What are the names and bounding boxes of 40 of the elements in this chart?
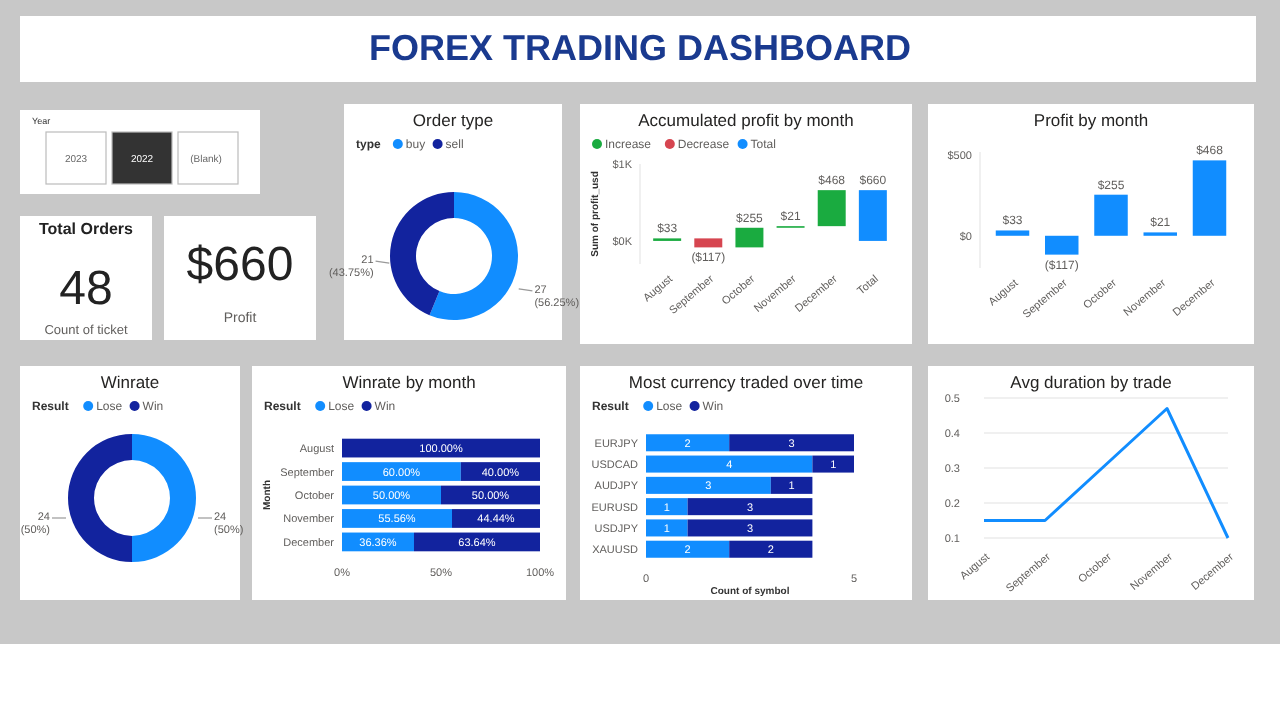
- text: FOREX TRADING DASHBOARD: [368, 28, 912, 68]
- bar: [729, 434, 854, 452]
- text: $660: [186, 238, 294, 292]
- chart-title: Winrate by month: [342, 372, 477, 392]
- bar: [342, 462, 461, 481]
- bar: [770, 476, 813, 494]
- bar: [1045, 235, 1079, 255]
- chart-title: Accumulated profit by month: [638, 110, 855, 130]
- line-series: [982, 407, 1230, 540]
- bar: [646, 476, 771, 494]
- bar: [646, 540, 730, 558]
- bar: [646, 519, 688, 537]
- bar: [735, 227, 764, 248]
- bar: [452, 509, 540, 528]
- bar: [858, 190, 887, 241]
- bar: [817, 190, 846, 227]
- bar: [812, 455, 854, 473]
- chart-title: Order type: [412, 110, 494, 130]
- donut-slice: [132, 434, 196, 562]
- bar: [1192, 160, 1227, 236]
- donut-slice: [390, 192, 454, 316]
- bar: [342, 509, 453, 528]
- bar: [729, 540, 813, 558]
- bar: [995, 230, 1030, 236]
- bar: [1094, 194, 1128, 236]
- text: Total Orders: [39, 220, 135, 238]
- bar: [687, 519, 813, 537]
- bar: [694, 238, 723, 248]
- bar: [646, 455, 813, 473]
- bar: [687, 498, 813, 516]
- chart-title: Most currency traded over time: [628, 372, 864, 392]
- bar: [646, 434, 730, 452]
- chart-title: Winrate: [100, 372, 160, 392]
- donut-slice: [429, 192, 518, 320]
- chart-title: Profit by month: [1033, 110, 1149, 130]
- bar: [342, 438, 540, 458]
- donut-slice: [68, 434, 132, 562]
- bar: [646, 498, 688, 516]
- chart-title: Avg duration by trade: [1010, 372, 1173, 392]
- text: 48: [59, 262, 113, 316]
